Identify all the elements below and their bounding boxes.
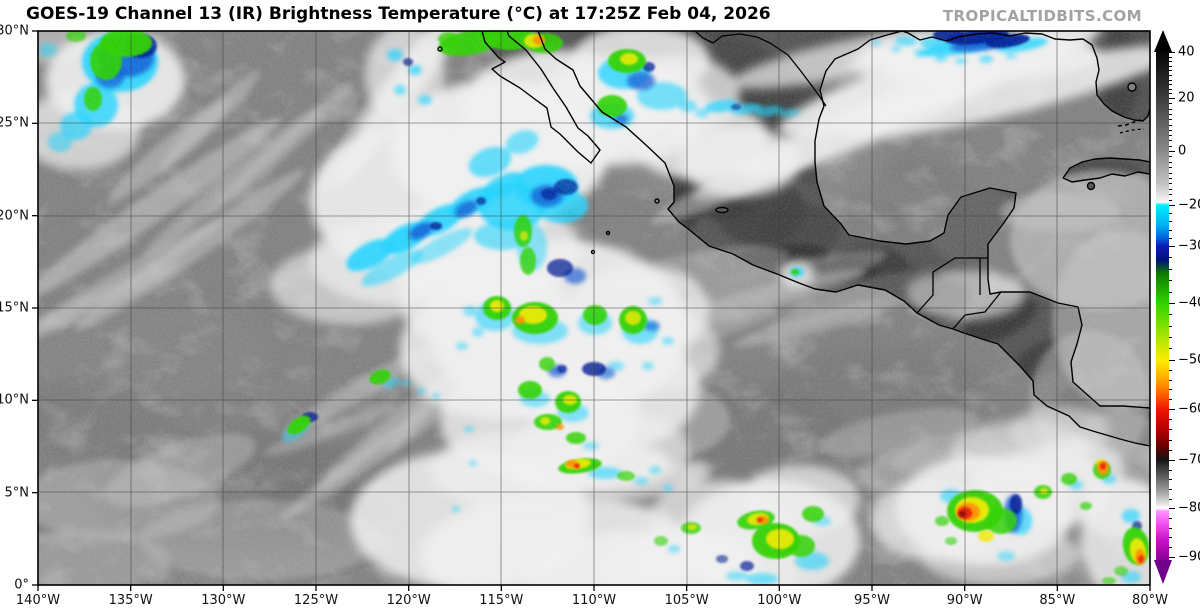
colorbar-tick-label: −60	[1178, 401, 1200, 417]
colorbar-minor-tick	[1169, 419, 1172, 420]
colorbar-tick-label: 0	[1178, 143, 1187, 159]
colorbar-minor-tick	[1169, 221, 1172, 222]
colorbar-minor-tick	[1169, 162, 1172, 163]
colorbar-minor-tick	[1169, 89, 1172, 90]
colorbar-major-tick	[1169, 151, 1175, 152]
coastlines	[437, 31, 1150, 447]
colorbar-minor-tick	[1169, 230, 1172, 231]
colorbar-minor-tick	[1169, 93, 1172, 94]
colorbar-arrow-top	[1154, 30, 1172, 52]
watermark: TROPICALTIDBITS.COM	[942, 7, 1142, 25]
colorbar-minor-tick	[1169, 257, 1172, 258]
colorbar-major-tick	[1169, 205, 1175, 206]
colorbar-minor-tick	[1169, 537, 1172, 538]
colorbar-minor-tick	[1169, 130, 1172, 131]
colorbar-minor-tick	[1169, 450, 1172, 451]
colorbar-minor-tick	[1169, 528, 1172, 529]
colorbar-minor-tick	[1169, 399, 1172, 400]
colorbar-tick-label: −20	[1178, 197, 1200, 213]
colorbar-minor-tick	[1169, 479, 1172, 480]
colorbar-tick-label: −30	[1178, 238, 1200, 254]
colorbar-minor-tick	[1169, 380, 1172, 381]
colorbar-tick-label: 40	[1178, 44, 1195, 60]
colorbar-minor-tick	[1169, 156, 1172, 157]
colorbar-major-tick	[1169, 360, 1175, 361]
colorbar-minor-tick	[1169, 280, 1172, 281]
colorbar-minor-tick	[1169, 440, 1172, 441]
country-borders	[694, 31, 1002, 330]
colorbar-minor-tick	[1169, 70, 1172, 71]
colorbar-minor-tick	[1169, 125, 1172, 126]
colorbar-minor-tick	[1169, 547, 1172, 548]
colorbar-minor-tick	[1169, 200, 1172, 201]
page-title: GOES-19 Channel 13 (IR) Brightness Tempe…	[26, 4, 771, 24]
colorbar-minor-tick	[1169, 140, 1172, 141]
colorbar-tick-label: −80	[1178, 500, 1200, 516]
colorbar-minor-tick	[1169, 183, 1172, 184]
colorbar-minor-tick	[1169, 146, 1172, 147]
colorbar-tick-label: 20	[1178, 90, 1195, 106]
colorbar-minor-tick	[1169, 429, 1172, 430]
colorbar-minor-tick	[1169, 167, 1172, 168]
colorbar-major-tick	[1169, 557, 1175, 558]
colorbar-minor-tick	[1169, 489, 1172, 490]
colorbar-gradient	[1156, 52, 1169, 560]
colorbar-minor-tick	[1169, 194, 1172, 195]
colorbar-minor-tick	[1169, 189, 1172, 190]
colorbar-minor-tick	[1169, 114, 1172, 115]
colorbar-major-tick	[1169, 508, 1175, 509]
colorbar-tick-label: −50	[1178, 352, 1200, 368]
colorbar-minor-tick	[1169, 135, 1172, 136]
colorbar-minor-tick	[1169, 518, 1172, 519]
gridlines	[38, 31, 1150, 585]
colorbar-minor-tick	[1169, 75, 1172, 76]
colorbar-tick-label: −70	[1178, 452, 1200, 468]
colorbar-minor-tick	[1169, 499, 1172, 500]
colorbar-minor-tick	[1169, 370, 1172, 371]
colorbar-major-tick	[1169, 98, 1175, 99]
colorbar-arrow-bottom	[1154, 560, 1172, 584]
colorbar-minor-tick	[1169, 389, 1172, 390]
colorbar-minor-tick	[1169, 61, 1172, 62]
colorbar-minor-tick	[1169, 80, 1172, 81]
colorbar-minor-tick	[1169, 57, 1172, 58]
colorbar-minor-tick	[1169, 84, 1172, 85]
colorbar-minor-tick	[1169, 109, 1172, 110]
colorbar-minor-tick	[1169, 103, 1172, 104]
colorbar-minor-tick	[1169, 326, 1172, 327]
colorbar-minor-tick	[1169, 178, 1172, 179]
colorbar-minor-tick	[1169, 314, 1172, 315]
colorbar-major-tick	[1169, 409, 1175, 410]
colorbar-minor-tick	[1169, 213, 1172, 214]
colorbar-major-tick	[1169, 303, 1175, 304]
colorbar-minor-tick	[1169, 119, 1172, 120]
axis-ticks	[32, 30, 1151, 591]
colorbar-minor-tick	[1169, 66, 1172, 67]
colorbar-minor-tick	[1169, 292, 1172, 293]
colorbar-minor-tick	[1169, 337, 1172, 338]
colorbar-minor-tick	[1169, 470, 1172, 471]
colorbar-tick-label: −90	[1178, 549, 1200, 565]
colorbar-major-tick	[1169, 52, 1175, 53]
colorbar-tick-label: −40	[1178, 295, 1200, 311]
colorbar-major-tick	[1169, 460, 1175, 461]
colorbar-minor-tick	[1169, 238, 1172, 239]
colorbar-minor-tick	[1169, 173, 1172, 174]
colorbar-major-tick	[1169, 246, 1175, 247]
colorbar-minor-tick	[1169, 348, 1172, 349]
colorbar-minor-tick	[1169, 269, 1172, 270]
